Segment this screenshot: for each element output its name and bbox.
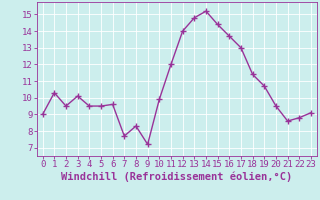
X-axis label: Windchill (Refroidissement éolien,°C): Windchill (Refroidissement éolien,°C) xyxy=(61,172,292,182)
